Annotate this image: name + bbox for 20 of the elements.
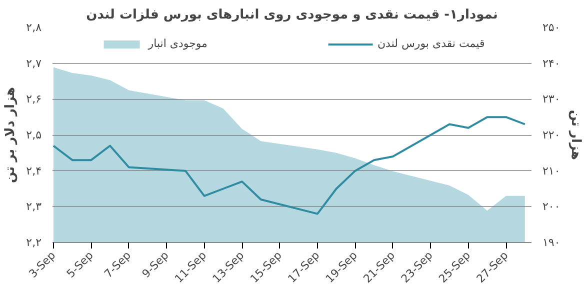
y2-tick-label: ۲۳۰ <box>542 92 560 106</box>
y2-tick-label: ۲۰۰ <box>542 200 560 214</box>
y2-tick-label: ۲۲۰ <box>542 128 560 142</box>
chart-title: نمودار۱- قیمت نقدی و موجودی روی انبارهای بورس فلزات لندن <box>86 8 498 22</box>
y2-tick-label: ۲۴۰ <box>542 56 560 70</box>
y-tick-label: ۲,۳ <box>26 200 42 214</box>
legend-label: قیمت نقدی بورس لندن <box>377 37 485 50</box>
y2-axis-title: هزار تن <box>568 110 584 160</box>
y-tick-label: ۲,۷ <box>26 56 42 70</box>
y-axis-title: هزار دلار بر تن <box>3 86 18 183</box>
y-tick-label: ۲,۸ <box>26 21 42 34</box>
y-tick-label: ۲,۶ <box>26 92 42 106</box>
y2-tick-label: ۲۱۰ <box>542 164 560 178</box>
line-series <box>52 116 526 215</box>
y2-tick-label: ۲۵۰ <box>542 21 560 34</box>
y-tick-label: ۲,۴ <box>26 164 42 178</box>
legend-label: موجودی انبار <box>148 37 208 50</box>
y-tick-label: ۲,۵ <box>26 128 42 142</box>
y2-tick-label: ۱۹۰ <box>542 236 560 249</box>
y-tick-label: ۲,۲ <box>26 236 42 249</box>
